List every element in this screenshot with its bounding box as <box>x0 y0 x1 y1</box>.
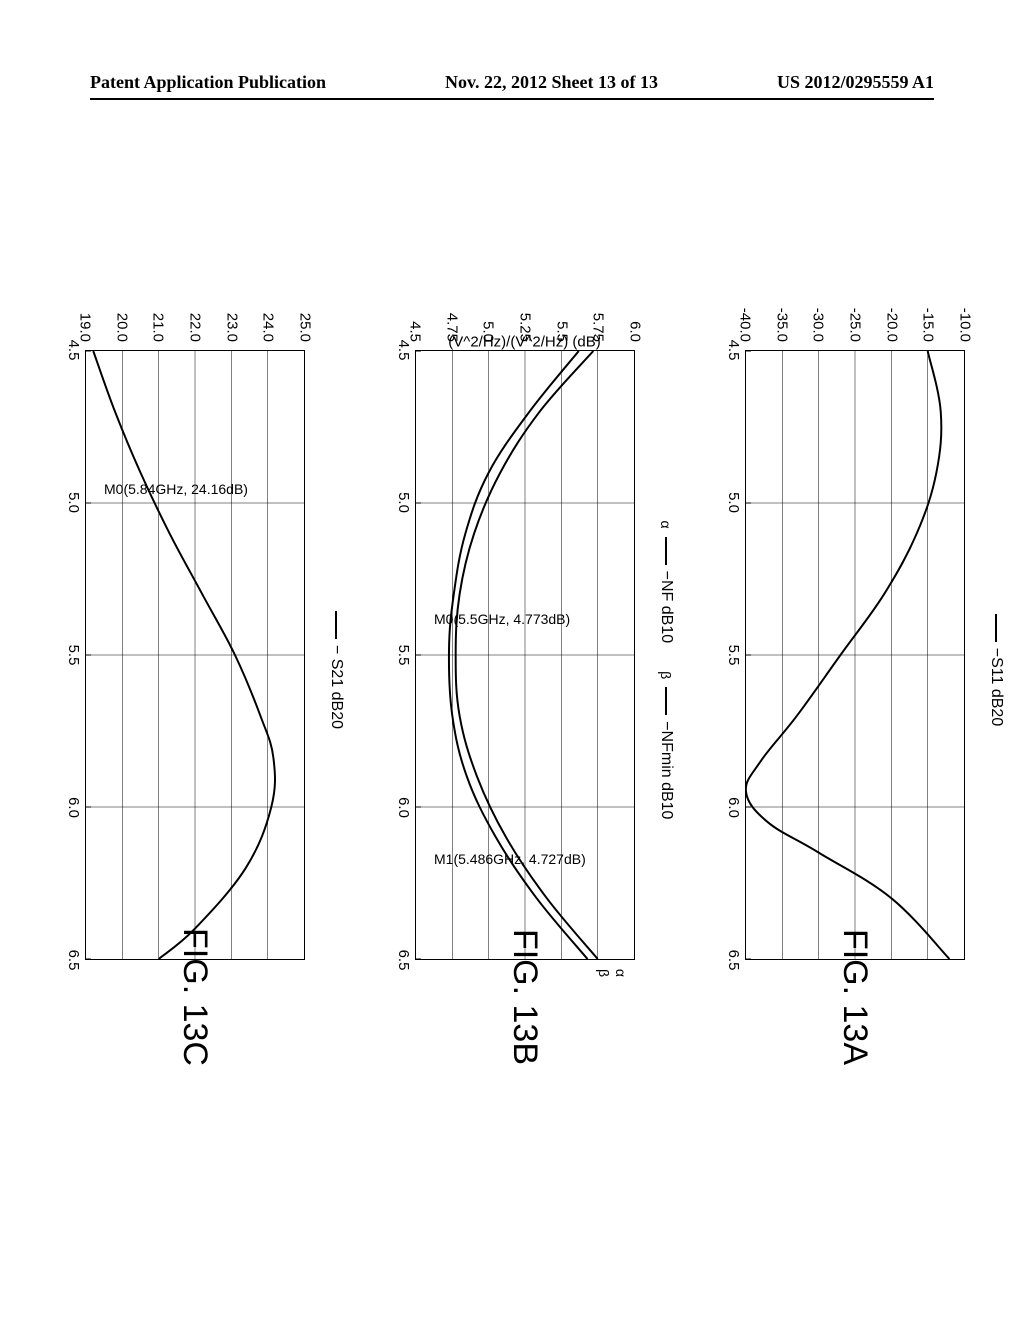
fig-b-legend-a: −NF dB10 <box>657 571 675 643</box>
fig-c-legend: − S21 dB20 <box>327 280 345 1060</box>
fig-c-annot-0: M0(5.84GHz, 24.16dB) <box>104 481 248 497</box>
fig-13b: α −NF dB10 β −NFmin dB10 (V^2/Hz)/(V^2/H… <box>360 280 660 1060</box>
fig-a-legend-label: −S11 dB20 <box>987 648 1005 726</box>
fig-b-annot-0: M0(5.5GHz, 4.773dB) <box>434 611 570 627</box>
fig-a-legend: −S11 dB20 <box>987 280 1005 1060</box>
fig-b-legend-b: −NFmin dB10 <box>657 721 675 819</box>
fig-c-yticks: 25.024.023.022.021.020.019.0 <box>85 280 305 346</box>
header-right: US 2012/0295559 A1 <box>777 72 934 93</box>
fig-c-legend-label: − S21 dB20 <box>327 645 345 729</box>
fig-c-xticks: 4.55.05.56.06.5 <box>62 350 82 960</box>
fig-b-yticks: 6.05.755.55.255.04.754.5 <box>415 280 635 346</box>
header-rule <box>90 98 934 100</box>
fig-a-caption: FIG. 13A <box>745 842 965 1152</box>
fig-c-caption: FIG. 13C <box>85 842 305 1152</box>
fig-b-legend: α −NF dB10 β −NFmin dB10 <box>657 280 675 1060</box>
fig-a-yticks: -10.0-15.0-20.0-25.0-30.0-35.0-40.0 <box>745 280 965 346</box>
header-center: Nov. 22, 2012 Sheet 13 of 13 <box>445 72 658 93</box>
page-header: Patent Application Publication Nov. 22, … <box>0 72 1024 93</box>
figure-area: −S11 dB20 -10.0-15.0-20.0-25.0-30.0-35.0… <box>30 280 1010 1060</box>
fig-a-xticks: 4.55.05.56.06.5 <box>722 350 742 960</box>
header-left: Patent Application Publication <box>90 72 326 93</box>
fig-13c: − S21 dB20 25.024.023.022.021.020.019.0 … <box>30 280 330 1060</box>
fig-b-caption: FIG. 13B <box>415 842 635 1152</box>
fig-b-xticks: 4.55.05.56.06.5 <box>392 350 412 960</box>
fig-13a: −S11 dB20 -10.0-15.0-20.0-25.0-30.0-35.0… <box>690 280 990 1060</box>
